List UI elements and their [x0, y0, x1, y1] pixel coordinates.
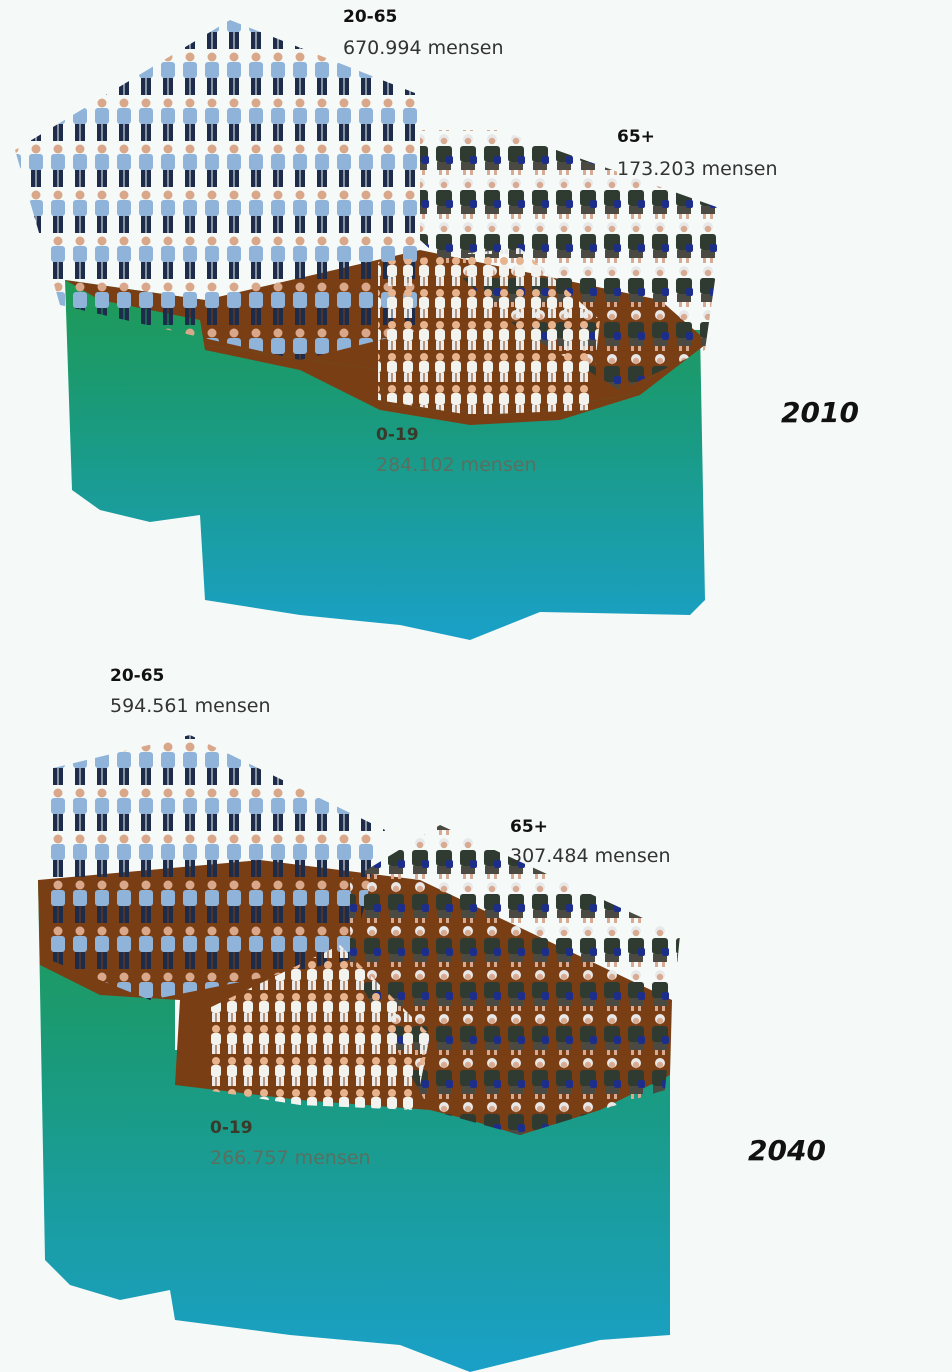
- group-label: 0-19: [210, 1118, 253, 1138]
- block: [38, 880, 670, 1372]
- year: 2010: [781, 396, 859, 429]
- group-value: 594.561 mensen: [110, 695, 270, 717]
- crowd-0-19: [205, 945, 430, 1110]
- crowd-65plus: [420, 130, 725, 390]
- crowd-65plus: [350, 825, 680, 1135]
- group-value: 173.203 mensen: [617, 158, 777, 180]
- group-label: 65+: [617, 127, 655, 147]
- group-label: 0-19: [376, 425, 419, 445]
- crowd-20-65: [45, 735, 385, 1000]
- panel-2040: 20-65 594.561 mensen 65+ 307.484 mensen …: [38, 666, 826, 1372]
- year: 2040: [748, 1134, 826, 1167]
- group-value: 266.757 mensen: [210, 1147, 370, 1169]
- group-label: 20-65: [110, 666, 164, 686]
- group-value: 284.102 mensen: [376, 454, 536, 476]
- group-value: 670.994 mensen: [343, 37, 503, 59]
- crowd-0-19: [378, 248, 600, 415]
- group-value: 307.484 mensen: [510, 845, 670, 867]
- panel-2010: 20-65 670.994 mensen 65+ 173.203 mensen …: [15, 7, 859, 640]
- crowd-20-65: [15, 20, 420, 360]
- group-label: 20-65: [343, 7, 397, 27]
- group-label: 65+: [510, 817, 548, 837]
